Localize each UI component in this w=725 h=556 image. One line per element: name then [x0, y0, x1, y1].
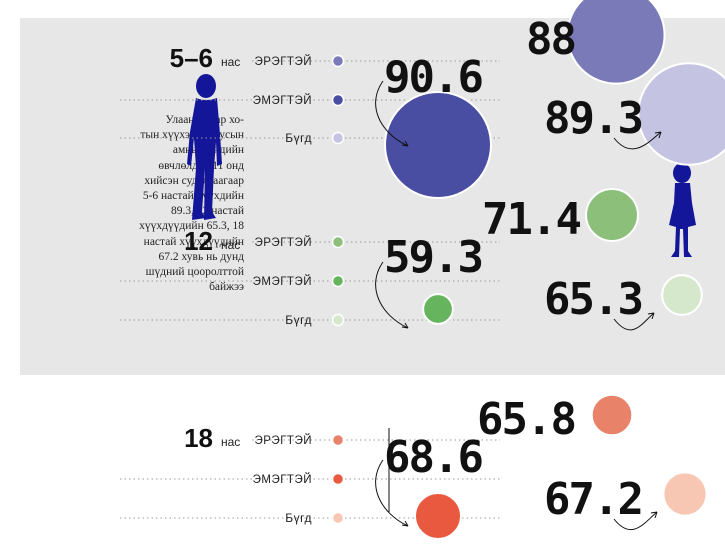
category-label: ЭМЭГТЭЙ — [253, 94, 312, 107]
category-label: ЭМЭГТЭЙ — [253, 473, 312, 486]
age-label: 5–6 — [170, 43, 213, 73]
value-bubble — [384, 91, 492, 199]
value-label: 59.3 — [384, 232, 482, 283]
age-suffix: нас — [221, 435, 240, 449]
age-label: 18 — [184, 423, 213, 453]
value-label: 65.3 — [544, 274, 642, 325]
value-label: 65.8 — [477, 394, 575, 445]
value-bubble — [637, 62, 725, 166]
category-dot — [331, 511, 345, 525]
value-label: 71.4 — [482, 194, 580, 245]
arrow-head — [654, 131, 662, 139]
girl-silhouette-icon — [669, 163, 696, 257]
category-dot — [331, 313, 345, 327]
category-dot — [331, 131, 345, 145]
category-dot — [331, 274, 345, 288]
value-bubble — [585, 188, 639, 242]
category-dot — [331, 235, 345, 249]
arrow-line — [613, 511, 658, 531]
arrow-head — [401, 140, 409, 147]
arrow-line — [375, 261, 409, 329]
value-bubble — [566, 0, 666, 85]
arrow-head — [401, 322, 409, 329]
category-dot — [331, 472, 345, 486]
age-suffix: нас — [221, 238, 240, 252]
arrow-line — [613, 131, 662, 150]
arrow-head — [647, 312, 655, 320]
value-bubble — [422, 293, 454, 325]
category-label: ЭРЭГТЭЙ — [255, 434, 313, 447]
arrow-line — [613, 312, 655, 331]
category-label: ЭРЭГТЭЙ — [255, 236, 313, 249]
boy-silhouette-icon — [187, 74, 222, 220]
value-bubble — [590, 393, 634, 437]
category-label: Бүгд — [285, 511, 312, 525]
category-dot — [331, 93, 345, 107]
category-label: Бүгд — [285, 313, 312, 327]
category-label: ЭРЭГТЭЙ — [255, 55, 313, 68]
value-bubble — [413, 491, 463, 541]
category-dot — [331, 433, 345, 447]
value-bubble — [662, 471, 708, 517]
value-label: 67.2 — [544, 474, 642, 525]
arrow-line — [375, 459, 409, 527]
arrow-head — [401, 520, 409, 527]
arrow-head — [650, 511, 658, 519]
category-label: ЭМЭГТЭЙ — [253, 275, 312, 288]
value-label: 90.6 — [384, 52, 482, 103]
category-label: Бүгд — [285, 131, 312, 145]
value-label: 89.3 — [544, 93, 642, 144]
value-label: 68.6 — [384, 432, 482, 483]
age-suffix: нас — [221, 55, 240, 69]
arrow-line — [375, 80, 409, 147]
value-bubble — [661, 274, 703, 316]
value-label: 88 — [526, 14, 575, 65]
category-dot — [331, 54, 345, 68]
age-label: 12 — [184, 226, 213, 256]
